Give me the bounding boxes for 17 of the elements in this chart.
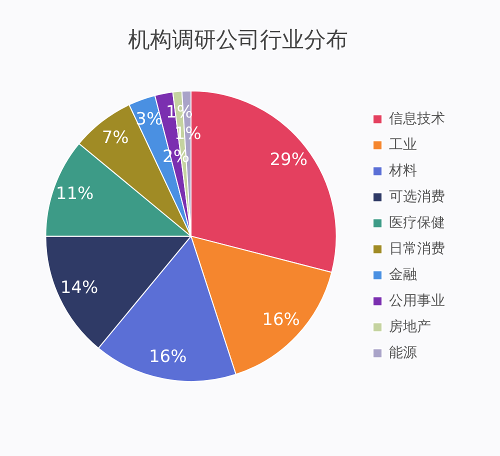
- chart-title: 机构调研公司行业分布: [128, 28, 348, 53]
- legend-label: 房地产: [389, 318, 431, 335]
- legend-label: 能源: [389, 344, 417, 361]
- legend-label: 工业: [389, 136, 417, 153]
- data-label: 29%: [270, 150, 308, 170]
- data-label: 11%: [56, 184, 94, 204]
- legend-label: 可选消费: [389, 188, 445, 205]
- legend-label: 日常消费: [389, 240, 445, 257]
- legend-label: 金融: [389, 266, 417, 283]
- legend-label: 医疗保健: [389, 214, 445, 231]
- data-label: 16%: [148, 346, 187, 367]
- legend-label: 材料: [388, 162, 417, 179]
- data-label: 16%: [262, 310, 300, 330]
- legend-label: 公用事业: [389, 292, 445, 309]
- data-label: 14%: [60, 278, 98, 298]
- data-label: 7%: [102, 128, 129, 148]
- legend-label: 信息技术: [389, 110, 445, 127]
